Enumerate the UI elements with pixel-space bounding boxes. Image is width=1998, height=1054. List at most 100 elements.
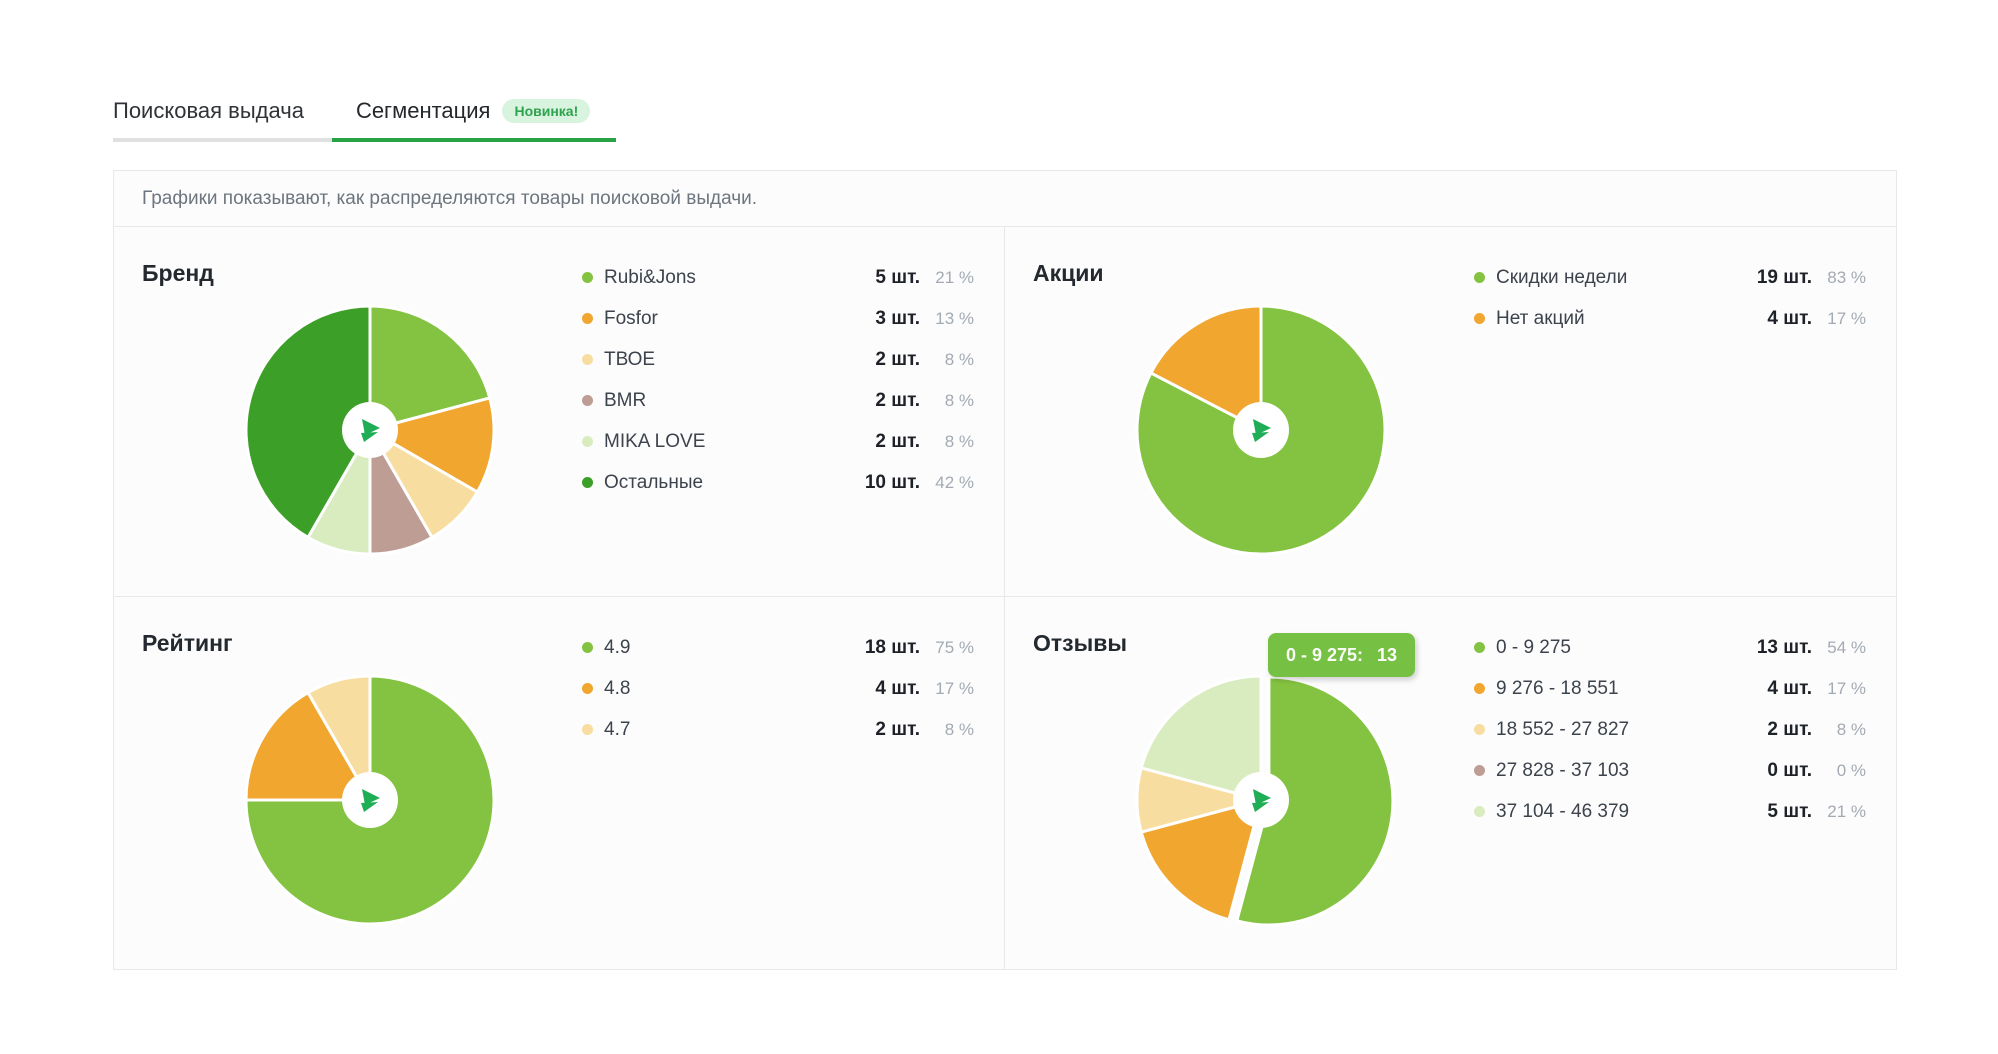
legend-item[interactable]: Скидки недели 19 шт.83 % [1474,257,1866,298]
legend-count: 5 шт. [875,267,920,289]
legend-item[interactable]: 0 - 9 27513 шт.54 % [1474,627,1866,668]
tab-bar: Поисковая выдача Сегментация Новинка! [113,98,1897,142]
legend-label: 0 - 9 275 [1496,637,1571,659]
legend-percent: 75 % [920,638,974,658]
pie-chart-svg[interactable] [1126,295,1396,565]
legend-count: 4 шт. [875,678,920,700]
legend-percent: 54 % [1812,638,1866,658]
legend-label: BMR [604,390,646,412]
legend-item[interactable]: 4.9 18 шт.75 % [582,627,974,668]
legend-item[interactable]: 27 828 - 37 1030 шт.0 % [1474,750,1866,791]
legend-count: 19 шт. [1757,267,1812,289]
tooltip-value: 13 [1377,645,1397,666]
legend-percent: 8 % [920,432,974,452]
legend-item[interactable]: 18 552 - 27 8272 шт.8 % [1474,709,1866,750]
chart-card: Отзывы 0 - 9 27513 шт.54 %9 276 - 18 551… [1005,597,1896,969]
legend-color-dot [582,642,593,653]
content-area: Поисковая выдача Сегментация Новинка! Гр… [113,98,1897,970]
legend-label: MIKA LOVE [604,431,705,453]
legend-color-dot [1474,683,1485,694]
legend-color-dot [1474,642,1485,653]
legend-label: Нет акций [1496,308,1585,330]
chart-legend: 4.918 шт.75 %4.84 шт.17 %4.72 шт.8 % [582,627,974,750]
charts-panel: Графики показывают, как распределяются т… [113,170,1897,970]
chart-legend: Скидки недели 19 шт.83 % Нет акций 4 шт.17 … [1474,257,1866,339]
legend-count: 2 шт. [875,349,920,371]
legend-label: Остальные [604,472,703,494]
legend-count: 2 шт. [875,390,920,412]
legend-color-dot [582,354,593,365]
tab-search-results[interactable]: Поисковая выдача [113,98,332,142]
legend-item[interactable]: ТВОЕ 2 шт.8 % [582,339,974,380]
legend-percent: 8 % [920,720,974,740]
legend-count: 10 шт. [865,472,920,494]
charts-grid: Бренд Rubi&Jons5 шт.21 %Fosfor3 шт.13 %Т… [114,227,1896,969]
legend-percent: 13 % [920,309,974,329]
legend-color-dot [582,724,593,735]
legend-color-dot [1474,806,1485,817]
legend-label: 18 552 - 27 827 [1496,719,1629,741]
legend-label: 37 104 - 46 379 [1496,801,1629,823]
legend-item[interactable]: Остальные10 шт.42 % [582,462,974,503]
legend-percent: 83 % [1812,268,1866,288]
legend-item[interactable]: Rubi&Jons5 шт.21 % [582,257,974,298]
legend-count: 4 шт. [1767,308,1812,330]
tab-segmentation-label: Сегментация [356,98,491,124]
legend-color-dot [1474,724,1485,735]
info-banner: Графики показывают, как распределяются т… [114,171,1896,227]
legend-label: 4.7 [604,719,630,741]
chart-tooltip: 0 - 9 275: 13 [1268,633,1415,677]
chart-card: Бренд Rubi&Jons5 шт.21 %Fosfor3 шт.13 %Т… [114,227,1005,597]
chart-title: Отзывы [1033,630,1127,657]
pie-chart[interactable] [235,295,505,565]
legend-count: 2 шт. [875,719,920,741]
legend-color-dot [582,313,593,324]
legend-color-dot [582,272,593,283]
pie-chart[interactable] [235,665,505,935]
legend-color-dot [582,395,593,406]
chart-title: Бренд [142,260,214,287]
chart-legend: Rubi&Jons5 шт.21 %Fosfor3 шт.13 %ТВОЕ2 ш… [582,257,974,503]
legend-item[interactable]: BMR 2 шт.8 % [582,380,974,421]
pie-chart-svg[interactable] [235,295,505,565]
pie-chart[interactable] [1126,295,1396,565]
pie-chart-svg[interactable] [235,665,505,935]
pie-chart[interactable] [1126,665,1396,935]
legend-percent: 17 % [1812,679,1866,699]
legend-item[interactable]: Fosfor3 шт.13 % [582,298,974,339]
chart-legend: 0 - 9 27513 шт.54 %9 276 - 18 5514 шт.17… [1474,627,1866,832]
legend-percent: 8 % [920,391,974,411]
legend-color-dot [1474,765,1485,776]
legend-count: 18 шт. [865,637,920,659]
new-feature-badge: Новинка! [502,99,590,123]
segmentation-dashboard-page: Поисковая выдача Сегментация Новинка! Гр… [0,0,1998,1054]
chart-title: Акции [1033,260,1104,287]
legend-label: Скидки недели [1496,267,1627,289]
legend-count: 4 шт. [1767,678,1812,700]
legend-label: 4.9 [604,637,630,659]
chart-card: Рейтинг 4.918 шт.75 %4.84 шт.17 %4.72 шт… [114,597,1005,969]
legend-label: Rubi&Jons [604,267,696,289]
tab-segmentation[interactable]: Сегментация Новинка! [332,98,616,142]
legend-item[interactable]: MIKA LOVE 2 шт.8 % [582,421,974,462]
tooltip-label: 0 - 9 275: [1286,645,1363,666]
info-banner-text: Графики показывают, как распределяются т… [142,188,757,210]
legend-item[interactable]: 37 104 - 46 3795 шт.21 % [1474,791,1866,832]
legend-count: 2 шт. [1767,719,1812,741]
legend-item[interactable]: Нет акций 4 шт.17 % [1474,298,1866,339]
legend-percent: 17 % [1812,309,1866,329]
legend-item[interactable]: 4.7 2 шт.8 % [582,709,974,750]
legend-label: 4.8 [604,678,630,700]
legend-item[interactable]: 4.84 шт.17 % [582,668,974,709]
legend-count: 2 шт. [875,431,920,453]
legend-label: ТВОЕ [604,349,655,371]
chart-card: Акции Скидки недели 19 шт.83 % Нет акций 4 … [1005,227,1896,597]
legend-count: 3 шт. [875,308,920,330]
legend-count: 5 шт. [1767,801,1812,823]
pie-chart-svg[interactable] [1126,665,1396,935]
legend-label: 27 828 - 37 103 [1496,760,1629,782]
chart-title: Рейтинг [142,630,233,657]
legend-item[interactable]: 9 276 - 18 5514 шт.17 % [1474,668,1866,709]
legend-color-dot [582,436,593,447]
legend-percent: 8 % [920,350,974,370]
